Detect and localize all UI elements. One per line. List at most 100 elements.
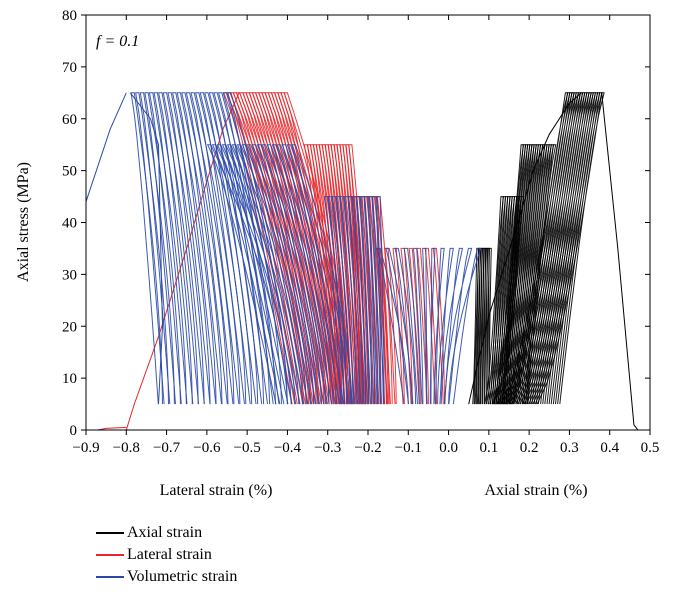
volumetric-cycle-line bbox=[139, 92, 175, 405]
y-tick-label: 0 bbox=[70, 423, 78, 439]
f-annotation: f = 0.1 bbox=[96, 33, 139, 50]
volumetric-cycle-line bbox=[440, 247, 464, 405]
volumetric-cycle-line bbox=[256, 144, 326, 405]
data-layer bbox=[85, 92, 639, 431]
x-tick-label: −0.4 bbox=[274, 440, 302, 456]
volumetric-cycle-line bbox=[437, 247, 454, 405]
axial-cycle-line bbox=[505, 144, 546, 405]
volumetric-cycle-line bbox=[227, 92, 288, 405]
x-tick-label: −0.1 bbox=[395, 440, 422, 456]
legend-swatch-axial bbox=[96, 532, 124, 534]
axial-cycle-line bbox=[496, 144, 531, 405]
volumetric-cycle-line bbox=[291, 144, 353, 405]
x-tick-label: −0.5 bbox=[234, 440, 261, 456]
legend-swatch-lateral bbox=[96, 554, 124, 556]
series-axial bbox=[468, 92, 639, 431]
volumetric-cycle-line bbox=[194, 92, 247, 405]
volumetric-cycle-line bbox=[372, 196, 382, 405]
legend-item-volumetric: Volumetric strain bbox=[96, 566, 237, 588]
y-tick-label: 60 bbox=[62, 112, 77, 128]
volumetric-failure-line bbox=[129, 92, 164, 405]
y-tick-label: 40 bbox=[62, 216, 77, 232]
volumetric-cycle-line bbox=[331, 196, 351, 405]
y-tick-label: 70 bbox=[62, 60, 77, 76]
volumetric-cycle-line bbox=[251, 144, 323, 405]
axial-cycle-line bbox=[504, 144, 544, 405]
volumetric-cycle-line bbox=[368, 196, 379, 405]
volumetric-cycle-line bbox=[216, 144, 296, 405]
x-tick-label: −0.2 bbox=[354, 440, 381, 456]
volumetric-cycle-line bbox=[385, 247, 413, 405]
axial-cycle-line bbox=[497, 144, 533, 405]
axial-cycle-line bbox=[488, 247, 492, 405]
x-tick-label: 0.1 bbox=[479, 440, 498, 456]
stress-strain-chart: −0.9 −0.8 −0.7 −0.6 −0.5 −0.4 −0.3 −0.2 −0.1 0.0 0… bbox=[15, 8, 660, 499]
axial-cycle-line bbox=[499, 144, 535, 405]
axial-cycle-line bbox=[486, 247, 491, 405]
legend-item-lateral: Lateral strain bbox=[96, 544, 237, 566]
volumetric-cycle-line bbox=[444, 247, 473, 405]
x-axis-label-lateral: Lateral strain (%) bbox=[160, 482, 273, 499]
y-axis-label: Axial stress (MPa) bbox=[15, 162, 32, 282]
volumetric-cycle-line bbox=[376, 247, 409, 405]
axial-cycle-line bbox=[492, 144, 525, 405]
lateral-cycle-line bbox=[408, 247, 421, 405]
volumetric-cycle-line bbox=[261, 144, 330, 405]
x-tick-label: 0.2 bbox=[520, 440, 539, 456]
volumetric-cycle-line bbox=[135, 92, 169, 405]
legend-label-volumetric: Volumetric strain bbox=[127, 568, 238, 585]
volumetric-cycle-line bbox=[376, 196, 385, 405]
volumetric-cycle-line bbox=[241, 144, 315, 405]
lateral-failure-line bbox=[98, 426, 127, 431]
x-tick-label: −0.6 bbox=[193, 440, 221, 456]
volumetric-cycle-line bbox=[130, 92, 163, 405]
volumetric-cycle-line bbox=[217, 92, 276, 405]
volumetric-cycle-line bbox=[162, 92, 205, 405]
volumetric-cycle-line bbox=[433, 247, 445, 405]
lateral-cycle-line bbox=[424, 247, 437, 405]
volumetric-cycle-line bbox=[167, 92, 211, 405]
legend-label-axial: Axial strain bbox=[127, 524, 203, 541]
legend: Axial strain Lateral strain Volumetric s… bbox=[96, 522, 237, 588]
volumetric-cycle-line bbox=[276, 144, 341, 405]
volumetric-cycle-line bbox=[422, 247, 428, 405]
volumetric-cycle-line bbox=[364, 196, 376, 405]
volumetric-cycle-line bbox=[144, 92, 181, 405]
volumetric-cycle-line bbox=[181, 92, 229, 405]
lateral-cycle-line bbox=[267, 92, 340, 405]
y-tick-label: 30 bbox=[62, 267, 77, 283]
volumetric-cycle-line bbox=[221, 144, 300, 405]
x-tick-label: −0.7 bbox=[153, 440, 181, 456]
y-tick-label: 20 bbox=[62, 319, 77, 335]
volumetric-cycle-line bbox=[153, 92, 193, 405]
volumetric-initial-loading-line bbox=[85, 92, 127, 202]
series-volumetric bbox=[85, 92, 482, 405]
x-tick-label: 0.5 bbox=[641, 440, 660, 456]
lateral-cycle-line bbox=[303, 144, 337, 405]
volumetric-cycle-line bbox=[286, 144, 349, 405]
lateral-cycle-line bbox=[277, 92, 348, 405]
volumetric-cycle-line bbox=[158, 92, 199, 405]
axial-cycle-line bbox=[503, 144, 542, 405]
x-tick-label: 0.3 bbox=[560, 440, 579, 456]
volumetric-cycle-line bbox=[211, 144, 292, 405]
axial-cycle-line bbox=[534, 92, 603, 405]
volumetric-cycle-line bbox=[356, 196, 370, 405]
volumetric-cycle-line bbox=[246, 144, 319, 405]
axial-cycle-line bbox=[493, 144, 527, 405]
legend-item-axial: Axial strain bbox=[96, 522, 237, 544]
volumetric-cycle-line bbox=[429, 247, 436, 405]
axial-failure-line bbox=[601, 92, 639, 431]
volumetric-cycle-line bbox=[271, 144, 338, 405]
axial-cycle-line bbox=[501, 144, 540, 405]
volumetric-cycle-line bbox=[281, 144, 345, 405]
y-tick-label: 80 bbox=[62, 8, 77, 24]
volumetric-cycle-line bbox=[266, 144, 334, 405]
legend-label-lateral: Lateral strain bbox=[127, 546, 212, 563]
axial-initial-loading-line bbox=[468, 92, 582, 405]
x-tick-label: 0.0 bbox=[439, 440, 458, 456]
volumetric-cycle-line bbox=[148, 92, 187, 405]
volumetric-cycle-line bbox=[412, 247, 424, 405]
axial-cycle-line bbox=[483, 247, 489, 405]
x-tick-label: −0.9 bbox=[72, 440, 99, 456]
